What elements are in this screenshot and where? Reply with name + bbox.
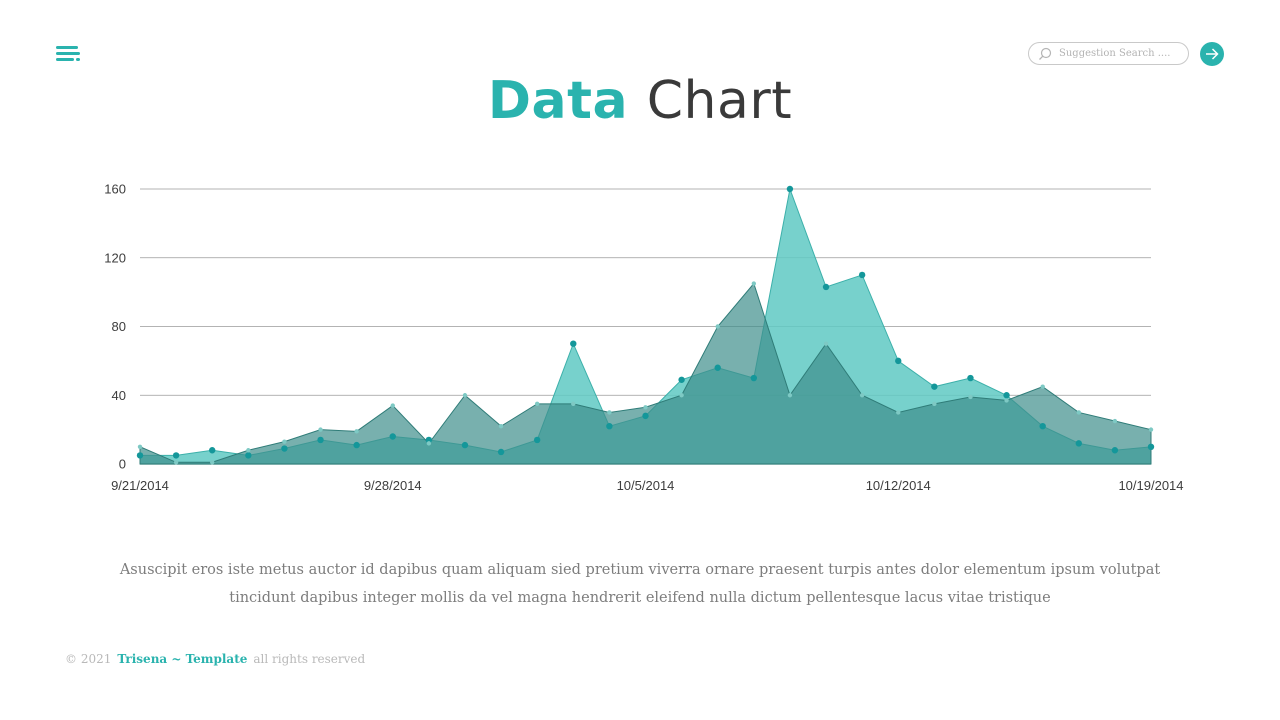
series-1-point — [1112, 418, 1118, 424]
search-submit-button[interactable] — [1200, 42, 1224, 66]
series-2-point — [1147, 443, 1155, 451]
x-tick-label: 9/21/2014 — [111, 478, 169, 493]
series-2-point — [858, 271, 866, 279]
series-1-point — [932, 401, 937, 407]
series-2-point — [389, 433, 396, 440]
x-tick-label: 10/12/2014 — [866, 478, 931, 493]
menu-icon — [56, 58, 74, 61]
series-1-point — [1004, 398, 1009, 403]
series-1-point — [787, 393, 793, 398]
series-1-point — [679, 393, 684, 398]
chart-markers — [136, 185, 1155, 465]
series-2-point — [642, 412, 649, 420]
page-title: Data Chart — [0, 66, 1280, 136]
series-1-point — [318, 427, 323, 432]
series-1-point — [751, 281, 757, 286]
series-2-point — [425, 436, 433, 444]
series-1-point — [137, 444, 143, 450]
x-tick-label: 10/5/2014 — [617, 478, 675, 493]
chart-areas — [139, 187, 1152, 465]
series-2-point — [606, 422, 613, 430]
menu-icon — [56, 46, 78, 49]
series-1-point — [607, 410, 612, 415]
series-1-point — [823, 341, 829, 346]
series-2-point — [678, 376, 685, 383]
series-1-point — [246, 448, 251, 453]
series-2-point — [786, 185, 794, 193]
description: Asuscipit eros iste metus auctor id dapi… — [110, 556, 1170, 612]
description-line-2: tincidunt dapibus integer mollis da vel … — [229, 590, 1051, 606]
search-box[interactable] — [1028, 42, 1189, 65]
series-2-point — [281, 445, 288, 452]
y-tick-label: 0 — [119, 457, 126, 472]
series-2-point — [570, 340, 577, 347]
series-2-point — [317, 436, 324, 444]
x-tick-label: 10/19/2014 — [1118, 478, 1183, 493]
search-icon — [1039, 47, 1052, 60]
series-1-point — [643, 405, 648, 410]
series-2-point — [533, 436, 541, 444]
series-1-point — [426, 441, 432, 446]
series-2-point — [714, 364, 721, 371]
y-tick-label: 160 — [104, 182, 126, 197]
series-2-point — [497, 448, 505, 456]
series-2-point — [1003, 392, 1010, 399]
series-2-point — [245, 452, 252, 459]
series-2-point — [209, 447, 216, 454]
series-1-point — [715, 324, 720, 329]
series-2-point — [931, 383, 938, 390]
series-1-point — [1148, 427, 1154, 432]
footer: © 2021 Trisena ~ Template all rights reser… — [65, 652, 365, 666]
series-1-point — [282, 439, 287, 444]
series-2-point — [1075, 440, 1082, 447]
series-1-point — [968, 394, 973, 400]
series-1-point — [1076, 410, 1081, 415]
series-2-point — [750, 374, 758, 382]
series-1-point — [390, 403, 395, 408]
series-1-point — [462, 393, 468, 398]
series-1-area — [139, 282, 1152, 465]
series-1-point — [498, 423, 504, 429]
title-accent: Data — [487, 71, 629, 131]
series-1-point — [571, 401, 576, 407]
series-1-point — [354, 429, 359, 434]
series-2-point — [136, 452, 144, 459]
series-2-point — [1039, 422, 1046, 430]
series-1-point — [1040, 384, 1045, 389]
series-1-point — [859, 393, 865, 398]
series-2-point — [172, 452, 180, 459]
menu-button[interactable] — [54, 44, 84, 64]
x-tick-label: 9/28/2014 — [364, 478, 422, 493]
series-2-point — [967, 374, 974, 382]
series-1-point — [210, 460, 215, 465]
footer-rights: all rights reserved — [253, 652, 366, 666]
area-chart: 0 40 80 120 160 9/21/2014 9/28/2014 10/5/2014 10… — [104, 182, 1183, 494]
series-2-point — [1111, 447, 1119, 454]
y-tick-label: 80 — [112, 319, 126, 334]
menu-icon — [76, 58, 80, 61]
y-tick-label: 40 — [112, 388, 126, 403]
y-tick-label: 120 — [104, 250, 126, 265]
chart-tick-labels: 0 40 80 120 160 9/21/2014 9/28/2014 10/5/2014 10… — [104, 182, 1183, 494]
series-2-point — [895, 357, 902, 365]
series-1-point — [896, 410, 901, 415]
title-rest: Chart — [646, 71, 793, 131]
footer-copyright: © 2021 — [65, 652, 112, 666]
series-2-point — [822, 283, 830, 291]
arrow-right-icon — [1206, 48, 1219, 60]
series-2-point — [353, 441, 360, 449]
search-input[interactable] — [1059, 43, 1183, 64]
series-1-point — [534, 401, 540, 407]
series-1-point — [173, 460, 179, 465]
description-line-1: Asuscipit eros iste metus auctor id dapi… — [119, 562, 1161, 578]
series-2-point — [461, 441, 469, 449]
menu-icon — [56, 52, 80, 55]
footer-brand-link[interactable]: Trisena ~ Template — [117, 652, 248, 666]
